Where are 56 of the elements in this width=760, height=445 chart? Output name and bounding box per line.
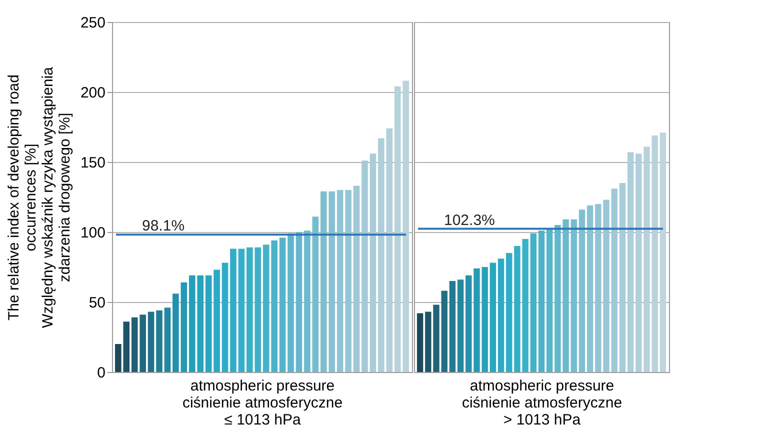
bar <box>353 186 360 372</box>
ref-line-label: 102.3% <box>444 212 495 229</box>
bar <box>336 190 344 372</box>
bar <box>148 312 154 372</box>
bar <box>288 233 294 372</box>
bar <box>312 216 319 372</box>
bar <box>466 275 472 372</box>
bar <box>238 248 245 372</box>
bar <box>490 262 496 372</box>
bar <box>433 304 440 372</box>
bar <box>279 238 286 372</box>
y-tick-label: 50 <box>88 294 106 312</box>
y-axis-title: The relative index of developing road occurrences [%] Względny wskaźnik ryzyka wystąpienia zdarzenia drogowego [%] <box>5 66 74 328</box>
bar <box>530 233 536 372</box>
bar <box>449 281 456 372</box>
bar <box>172 294 179 372</box>
bar <box>230 248 236 372</box>
bar <box>416 313 424 372</box>
x-axis-title: atmospheric pressure ciśnienie atmosferyczne > 1013 hPa <box>462 378 622 428</box>
bar <box>660 132 666 372</box>
bar <box>370 154 376 372</box>
bar <box>345 190 352 372</box>
bar <box>457 280 464 372</box>
ref-line-label: 98.1% <box>142 218 185 235</box>
bar <box>619 183 626 372</box>
y-tick-label: 200 <box>80 84 106 102</box>
bar <box>304 230 310 372</box>
bar <box>222 262 228 372</box>
bar <box>214 270 220 372</box>
y-tick-label: 0 <box>97 364 106 382</box>
bar <box>425 312 432 372</box>
bar <box>611 188 618 372</box>
bar <box>498 258 504 372</box>
bar <box>205 275 212 372</box>
y-tick-label: 100 <box>80 224 106 242</box>
bar <box>156 310 162 372</box>
bar <box>164 308 171 372</box>
bar <box>586 205 594 372</box>
bar <box>546 229 553 372</box>
bar <box>636 154 642 372</box>
bar <box>627 152 634 372</box>
bar <box>386 128 393 372</box>
bar <box>296 232 302 372</box>
y-tick-label: 250 <box>80 14 106 32</box>
bar <box>140 314 146 372</box>
bar <box>506 253 512 372</box>
y-tick-label: 150 <box>80 154 106 172</box>
bar <box>378 138 384 372</box>
bar <box>538 230 545 372</box>
bar <box>180 282 188 372</box>
x-axis-title: atmospheric pressure ciśnienie atmosferyczne ≤ 1013 hPa <box>182 378 343 428</box>
bar <box>578 210 586 372</box>
bar <box>131 317 138 372</box>
bar <box>362 160 368 372</box>
bar <box>441 290 448 372</box>
bar <box>570 219 577 372</box>
